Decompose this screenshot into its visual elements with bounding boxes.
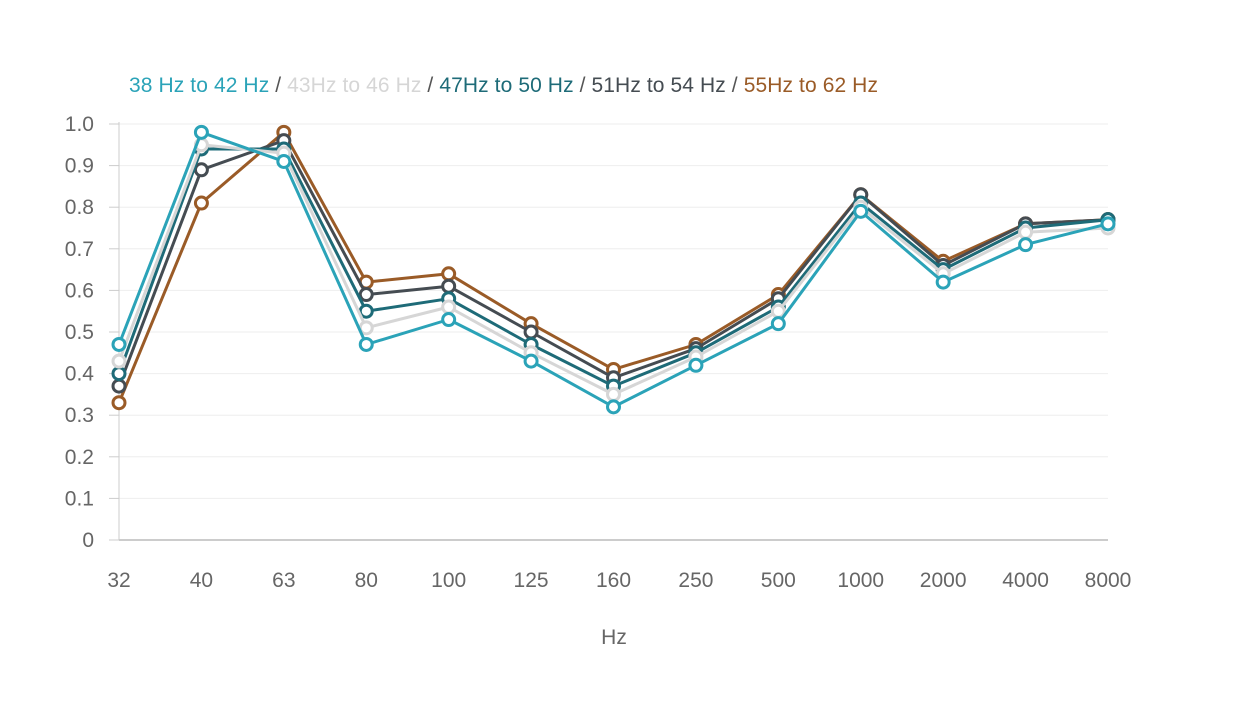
x-tick-label: 160 [596, 569, 631, 592]
data-point [523, 324, 539, 340]
y-tick-label: 0.9 [65, 155, 94, 178]
x-tick-label: 4000 [1002, 569, 1049, 592]
series-0 [111, 124, 1116, 415]
data-point [111, 378, 127, 394]
data-point [193, 162, 209, 178]
data-point [441, 299, 457, 315]
legend-entry-1: 43Hz to 46 Hz [287, 74, 422, 97]
legend-entry-4: 55Hz to 62 Hz [743, 74, 879, 97]
legend-entry-0: 38 Hz to 42 Hz [129, 74, 270, 97]
series-line [117, 143, 1109, 396]
legend-entry-3: 51Hz to 54 Hz [591, 74, 726, 97]
data-point [1018, 237, 1034, 253]
y-tick-label: 0.4 [65, 363, 95, 386]
data-point [111, 395, 127, 411]
legend-entry-2: 47Hz to 50 Hz [439, 74, 574, 97]
data-point [606, 399, 621, 415]
data-point [441, 278, 457, 294]
data-point [358, 303, 374, 319]
y-tick-label: 0 [82, 529, 94, 552]
data-point [111, 353, 127, 369]
data-point [688, 357, 704, 373]
y-tick-label: 0.3 [65, 404, 94, 427]
series-4 [111, 124, 1116, 411]
legend-separator: / [725, 74, 744, 97]
x-tick-label: 500 [761, 569, 796, 592]
data-point [193, 124, 209, 140]
data-point [358, 336, 374, 352]
x-tick-label: 2000 [920, 569, 967, 592]
series-line [117, 147, 1109, 388]
y-tick-label: 0.6 [65, 279, 94, 302]
data-point [193, 195, 209, 211]
y-tick-label: 0.7 [65, 238, 94, 261]
x-tick-label: 32 [107, 569, 130, 592]
legend-separator: / [573, 74, 592, 97]
data-point [111, 336, 127, 352]
data-point [1018, 224, 1034, 240]
data-point [770, 303, 786, 319]
data-point [606, 386, 621, 402]
data-point [441, 312, 457, 328]
legend-separator: / [269, 74, 288, 97]
x-tick-label: 80 [355, 569, 378, 592]
y-tick-label: 0.5 [65, 321, 94, 344]
x-axis-title: Hz [601, 626, 627, 649]
data-point [935, 274, 951, 290]
x-tick-label: 1000 [837, 569, 884, 592]
data-point [853, 203, 869, 219]
legend: 38 Hz to 42 Hz / 43Hz to 46 Hz / 47Hz to… [129, 74, 878, 98]
data-point [111, 366, 127, 382]
y-tick-label: 0.1 [65, 487, 94, 510]
y-tick-label: 1.0 [65, 113, 94, 136]
x-tick-label: 125 [514, 569, 549, 592]
series-2 [111, 141, 1116, 394]
data-point [1100, 216, 1116, 232]
legend-separator: / [421, 74, 440, 97]
x-tick-label: 40 [190, 569, 213, 592]
x-tick-label: 100 [431, 569, 466, 592]
data-point [358, 287, 374, 303]
y-tick-label: 0.2 [65, 446, 94, 469]
x-tick-label: 8000 [1085, 569, 1132, 592]
data-point [770, 316, 786, 332]
series-line [117, 139, 1109, 387]
x-tick-label: 63 [272, 569, 295, 592]
data-point [276, 153, 292, 169]
y-tick-label: 0.8 [65, 196, 94, 219]
data-point [441, 266, 457, 282]
x-tick-label: 250 [678, 569, 713, 592]
series-1 [111, 137, 1116, 402]
data-point [523, 353, 539, 369]
